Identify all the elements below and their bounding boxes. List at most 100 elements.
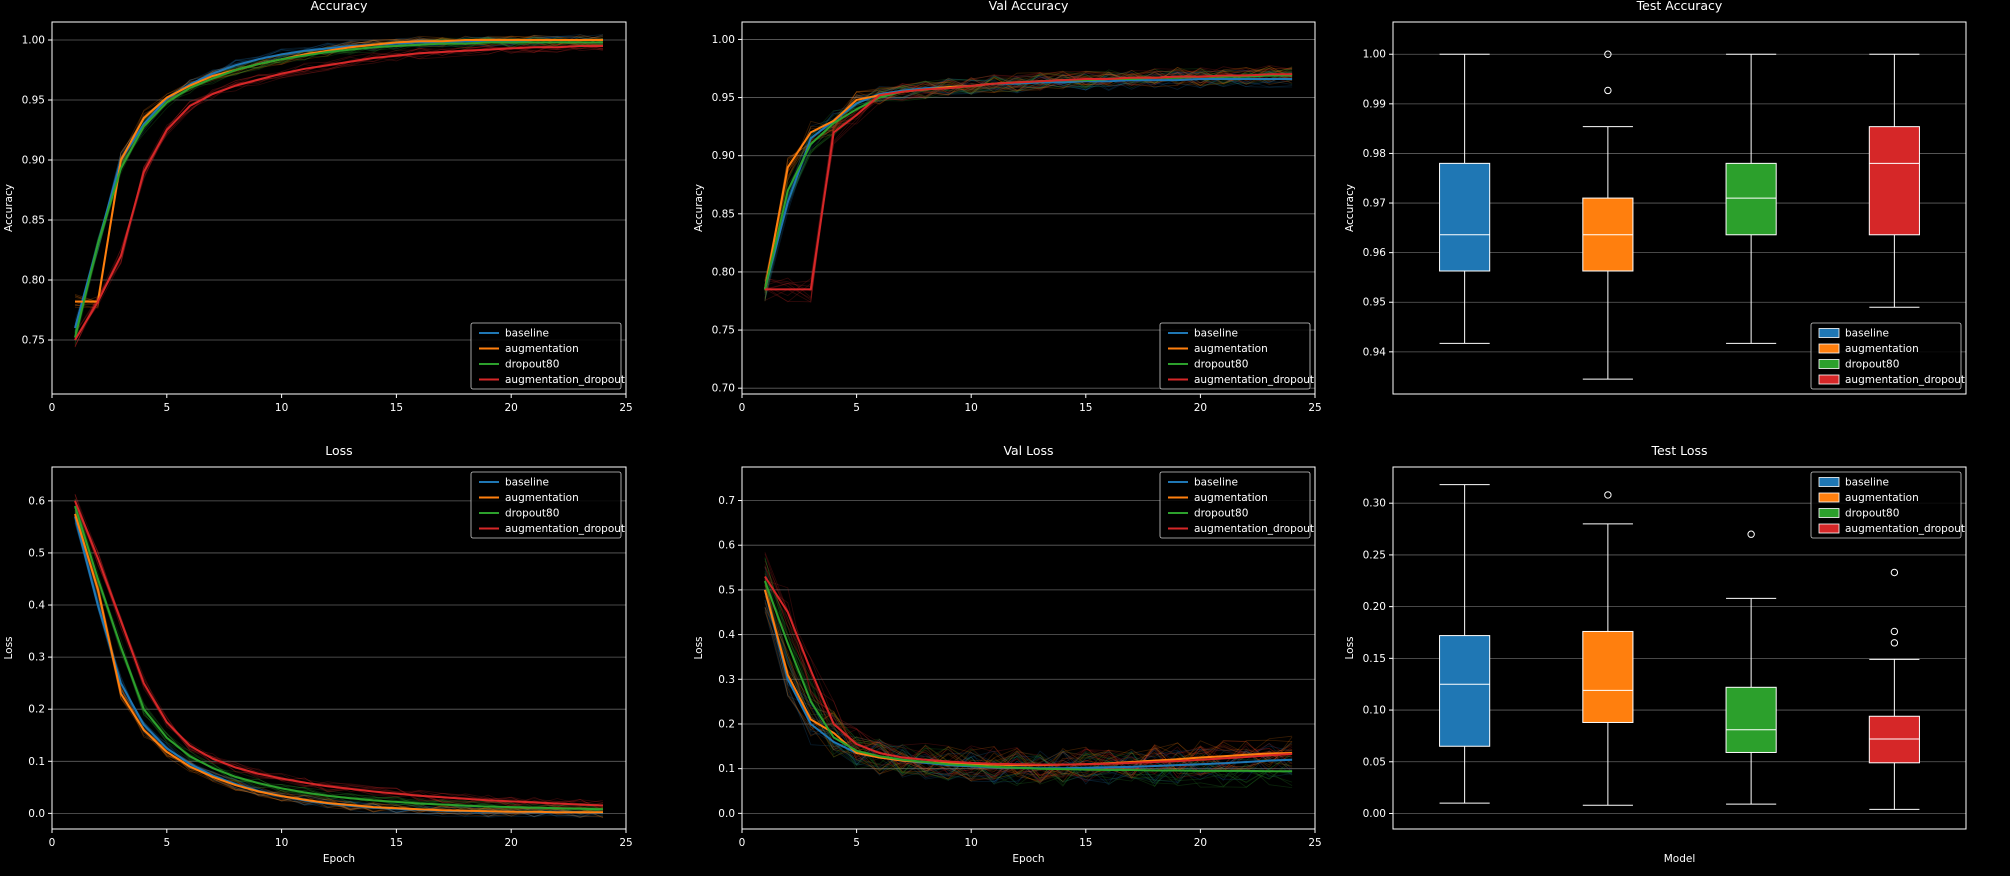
x-tick-label: 20 [1194, 837, 1207, 849]
chart-title: Test Accuracy [1636, 0, 1723, 13]
x-tick-label: 0 [49, 402, 56, 414]
legend-frame [470, 322, 622, 390]
legend-label-baseline: baseline [505, 477, 549, 489]
box-augmentation_dropout [1868, 568, 1920, 810]
y-tick-label: 0.7 [718, 495, 735, 507]
chart-title: Test Loss [1650, 443, 1707, 458]
run-trace-augmentation [764, 595, 1293, 783]
legend-label-baseline: baseline [505, 328, 549, 340]
legend-label-dropout80: dropout80 [1194, 508, 1248, 520]
legend-swatch-dropout80 [1818, 359, 1840, 369]
legend-label-augmentation: augmentation [1194, 492, 1268, 504]
x-tick-label: 10 [275, 837, 288, 849]
box-body [1868, 126, 1920, 236]
run-trace-dropout80 [764, 570, 1293, 788]
box-body [1439, 635, 1491, 747]
series-line-dropout80 [763, 580, 1293, 773]
run-trace-dropout80 [764, 558, 1293, 787]
x-tick-label: 25 [1308, 402, 1321, 414]
y-tick-label: 0.5 [718, 584, 735, 596]
x-tick-label: 15 [1079, 402, 1092, 414]
legend-label-baseline: baseline [1845, 328, 1889, 340]
legend: baseline augmentation dropout80 augmentatio… [1810, 322, 1965, 390]
y-tick-label: 0.5 [28, 547, 45, 559]
y-tick-label: 0.85 [22, 215, 45, 227]
run-trace-dropout80 [764, 68, 1293, 291]
outlier-point [1890, 639, 1899, 647]
outlier-point [1604, 86, 1612, 95]
run-trace-baseline [74, 521, 604, 818]
x-tick-label: 10 [965, 402, 978, 414]
y-axis-label: Loss [693, 636, 705, 659]
legend-label-augmentation_dropout: augmentation_dropout [505, 523, 625, 535]
legend: baseline augmentation dropout80 augmentatio… [1810, 471, 1965, 539]
y-tick-label: 0.00 [1363, 808, 1386, 820]
run-trace-augmentation [74, 514, 604, 815]
y-tick-label: 0.80 [712, 266, 735, 278]
legend-label-augmentation_dropout: augmentation_dropout [1194, 523, 1314, 535]
legend-label-dropout80: dropout80 [1194, 359, 1248, 371]
y-tick-label: 0.95 [1363, 297, 1386, 309]
run-trace-augmentation [764, 65, 1293, 293]
y-axis-label: Accuracy [693, 184, 705, 232]
y-tick-label: 0.4 [718, 629, 735, 641]
chart-loss: Loss 0.0 0.1 0.2 0.3 0.4 0.5 0.6 Loss Epoch 0 5 10 15… [3, 443, 633, 865]
legend-label-baseline: baseline [1194, 477, 1238, 489]
x-tick-label: 25 [1308, 837, 1321, 849]
run-trace-dropout80 [764, 585, 1293, 788]
run-trace-augmentation [764, 584, 1293, 782]
x-tick-label: 10 [965, 837, 978, 849]
legend-frame [1159, 471, 1311, 539]
legend-label-augmentation_dropout: augmentation_dropout [1845, 374, 1965, 386]
y-tick-label: 0.2 [28, 704, 45, 716]
axes-frame [741, 466, 1316, 830]
legend-label-augmentation: augmentation [1845, 343, 1919, 355]
run-trace-augmentation [74, 507, 604, 818]
x-tick-label: 5 [163, 837, 170, 849]
legend-swatch-augmentation_dropout [1818, 374, 1840, 385]
chart-accuracy: Accuracy 0.75 0.80 0.85 0.90 0.95 1.00 Accuracy… [3, 0, 633, 414]
y-tick-label: 0.80 [22, 275, 45, 287]
run-trace-augmentation_dropout [74, 43, 604, 334]
legend: baseline augmentation dropout80 augmentatio… [470, 471, 625, 539]
y-tick-label: 0.10 [1363, 705, 1386, 717]
chart-title: Val Loss [1003, 443, 1053, 458]
y-tick-label: 0.20 [1363, 601, 1386, 613]
x-tick-label: 20 [505, 837, 518, 849]
box-augmentation_dropout [1868, 53, 1920, 308]
y-axis-label: Accuracy [1344, 184, 1356, 232]
series-line-dropout80 [74, 505, 604, 811]
y-axis-label: Loss [3, 636, 15, 659]
run-trace-augmentation [764, 67, 1293, 281]
y-axis-label: Accuracy [3, 184, 15, 232]
box-augmentation [1582, 50, 1634, 380]
legend-frame [470, 471, 622, 539]
x-axis-label: Model [1664, 853, 1696, 865]
axes-frame [51, 21, 627, 395]
box-body [1582, 630, 1634, 723]
x-tick-label: 15 [390, 837, 403, 849]
y-tick-label: 1.00 [22, 35, 45, 47]
legend-label-dropout80: dropout80 [505, 508, 559, 520]
run-trace-baseline [764, 599, 1293, 783]
chart-title: Val Accuracy [989, 0, 1069, 13]
x-axis-label: Epoch [1012, 853, 1044, 865]
axes-frame [1392, 21, 1967, 395]
box-baseline [1439, 484, 1491, 804]
run-trace-baseline [764, 567, 1293, 785]
legend-swatch-augmentation [1818, 343, 1840, 354]
run-trace-augmentation_dropout [764, 64, 1293, 303]
y-tick-label: 0.3 [718, 674, 735, 686]
legend-label-dropout80: dropout80 [1845, 508, 1899, 520]
outlier-point [1747, 530, 1755, 538]
y-tick-label: 0.70 [712, 383, 735, 395]
legend-label-augmentation: augmentation [1845, 492, 1919, 504]
y-tick-label: 0.99 [1363, 98, 1386, 110]
run-trace-augmentation_dropout [74, 506, 604, 806]
legend-frame [1810, 471, 1962, 539]
y-tick-label: 0.75 [22, 335, 45, 347]
y-tick-label: 0.75 [712, 325, 735, 337]
y-tick-label: 0.4 [28, 600, 45, 612]
run-trace-baseline [764, 71, 1293, 285]
run-trace-augmentation_dropout [74, 507, 604, 808]
